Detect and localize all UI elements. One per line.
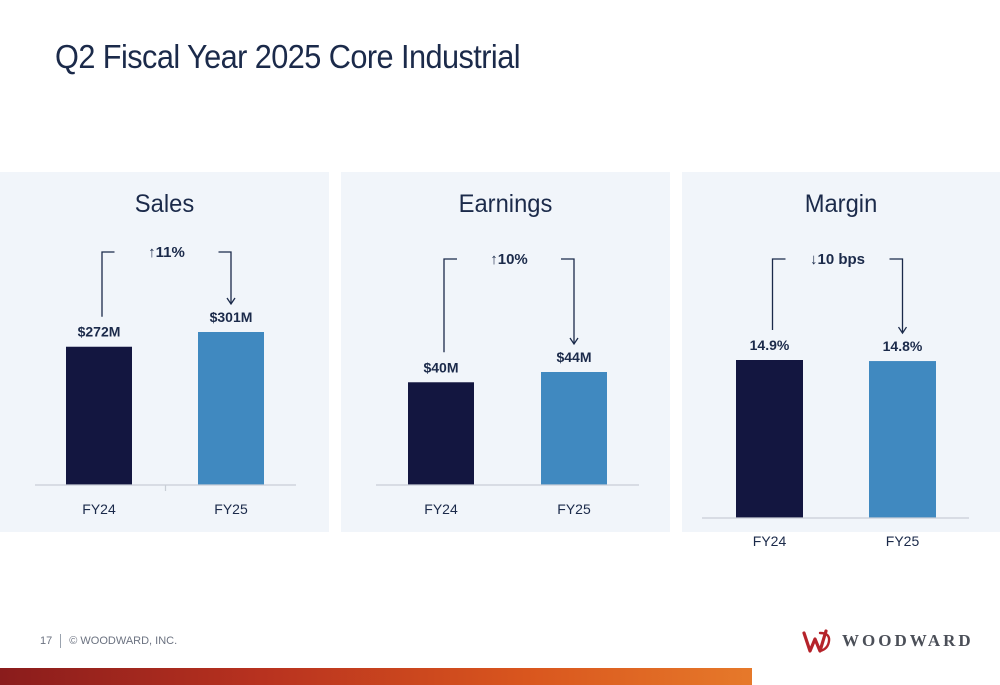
earnings-bar-fy25 — [541, 372, 607, 485]
woodward-wordmark: WOODWARD — [842, 631, 974, 651]
margin-value-label-fy25: 14.8% — [883, 338, 923, 354]
earnings-change-annotation: ↑10% — [490, 251, 528, 268]
sales-chart: $272M FY24 $301M FY25 ↑11% — [0, 172, 329, 532]
earnings-category-label-fy24: FY24 — [424, 501, 458, 517]
earnings-chart-panel: Earnings $40M FY24 $44M FY25 ↑10% — [341, 172, 670, 532]
margin-category-label-fy25: FY25 — [886, 533, 920, 549]
sales-category-label-fy24: FY24 — [82, 501, 116, 517]
sales-chart-panel: Sales $272M FY24 $301M FY25 ↑11% — [0, 172, 329, 532]
sales-value-label-fy24: $272M — [78, 324, 121, 340]
margin-change-annotation: ↓10 bps — [810, 251, 865, 268]
sales-bar-fy24 — [66, 347, 132, 485]
margin-bracket-right — [890, 259, 903, 333]
earnings-bracket-right — [561, 259, 574, 344]
sales-bar-fy25 — [198, 332, 264, 485]
margin-bar-fy25 — [869, 361, 936, 518]
earnings-chart: $40M FY24 $44M FY25 ↑10% — [341, 172, 670, 532]
sales-value-label-fy25: $301M — [210, 309, 253, 325]
sales-category-label-fy25: FY25 — [214, 501, 248, 517]
footer-divider — [60, 634, 61, 648]
earnings-value-label-fy24: $40M — [423, 359, 458, 375]
sales-change-annotation: ↑11% — [148, 244, 185, 261]
footer: 17 © WOODWARD, INC. — [40, 634, 177, 648]
margin-value-label-fy24: 14.9% — [750, 337, 790, 353]
page-title: Q2 Fiscal Year 2025 Core Industrial — [55, 38, 520, 76]
margin-bracket-left — [773, 259, 786, 330]
margin-bar-fy24 — [736, 360, 803, 518]
copyright-text: © WOODWARD, INC. — [69, 635, 177, 647]
earnings-category-label-fy25: FY25 — [557, 501, 591, 517]
earnings-bracket-left — [444, 259, 457, 352]
woodward-logo: WOODWARD — [802, 627, 974, 655]
margin-category-label-fy24: FY24 — [753, 533, 787, 549]
margin-chart: 14.9% FY24 14.8% FY25 ↓10 bps — [682, 172, 1000, 562]
earnings-bar-fy24 — [408, 382, 474, 485]
sales-bracket-right — [219, 252, 232, 304]
woodward-logo-icon — [802, 627, 834, 655]
page-number: 17 — [40, 635, 52, 647]
earnings-value-label-fy25: $44M — [556, 349, 591, 365]
margin-chart-panel: Margin 14.9% FY24 14.8% FY25 ↓10 bps — [682, 172, 1000, 532]
bottom-accent-bar — [0, 668, 752, 685]
sales-bracket-left — [102, 252, 115, 317]
